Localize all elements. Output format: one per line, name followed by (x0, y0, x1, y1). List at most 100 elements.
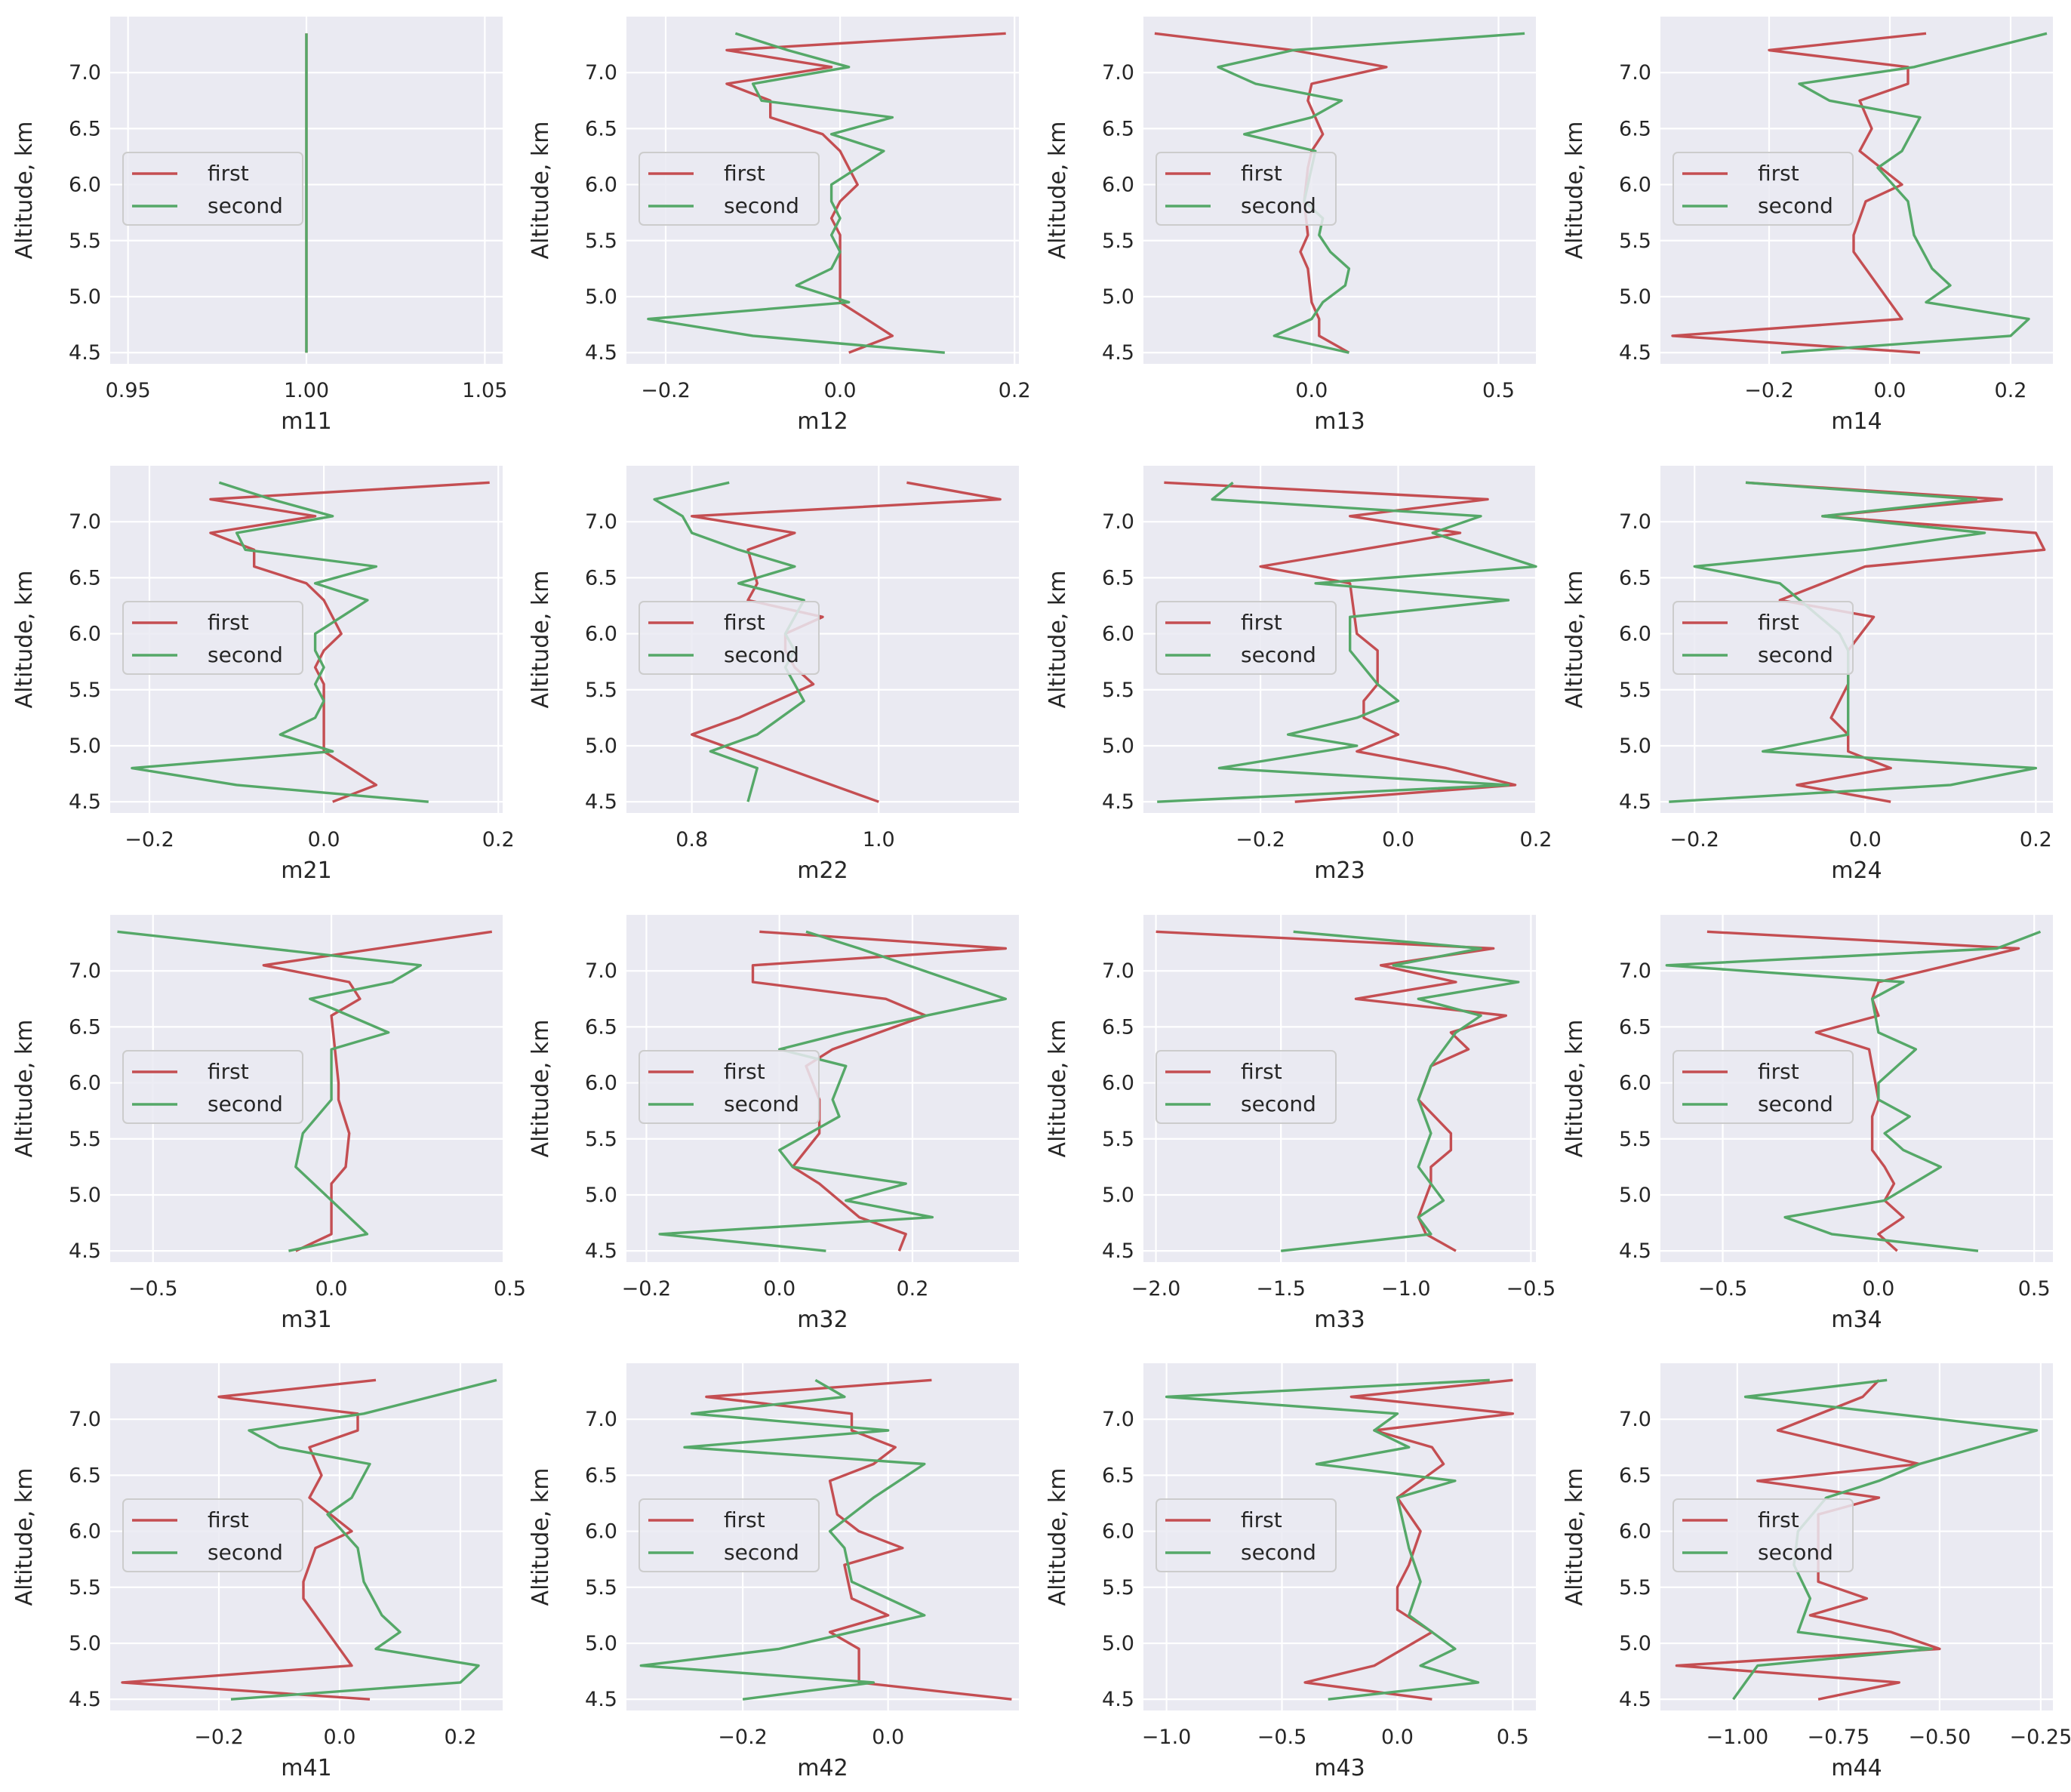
x-axis-label: m24 (1831, 858, 1882, 884)
y-tick-label: 7.0 (1102, 959, 1134, 983)
subplot-m33: −2.0 −1.5 −1.0 −0.5 4.5 5.0 5.5 6.0 6.5 7.0 m33 Alt… (1045, 915, 1556, 1333)
x-axis-label: m14 (1831, 408, 1882, 435)
x-tick-label: 0.0 (324, 1726, 356, 1749)
legend-label-first: first (208, 161, 249, 186)
y-tick-label: 4.5 (1102, 790, 1134, 814)
y-axis-label: Altitude, km (1045, 1468, 1071, 1606)
x-tick-label: −0.2 (1236, 828, 1285, 851)
y-tick-label: 6.0 (1619, 1520, 1651, 1544)
y-tick-label: 6.0 (585, 1072, 617, 1095)
legend-label-first: first (724, 1507, 765, 1532)
subplot-m21: −0.2 0.0 0.2 4.5 5.0 5.5 6.0 6.5 7.0 m21 Altitude,… (11, 466, 515, 884)
y-tick-label: 6.5 (585, 1464, 617, 1487)
y-axis-label: Altitude, km (11, 1468, 38, 1606)
x-tick-label: 0.2 (897, 1277, 929, 1301)
y-tick-label: 5.0 (1619, 285, 1651, 309)
x-tick-label: 0.2 (482, 828, 515, 851)
legend-label-second: second (1758, 642, 1833, 667)
legend-label-second: second (724, 193, 799, 218)
x-tick-label: −0.50 (1909, 1726, 1971, 1749)
series-line-first (209, 481, 490, 803)
x-tick-label: 0.2 (2020, 828, 2052, 851)
y-tick-label: 6.5 (1619, 1015, 1651, 1039)
x-tick-label: 0.0 (763, 1277, 795, 1301)
series-line-first (1671, 32, 1927, 354)
legend-label-first: first (724, 161, 765, 186)
x-axis-label: m41 (281, 1755, 331, 1781)
y-tick-label: 6.0 (69, 174, 101, 197)
y-axis-label: Altitude, km (1562, 122, 1588, 260)
x-tick-label: 0.2 (999, 379, 1031, 402)
x-tick-label: 0.0 (308, 828, 340, 851)
x-axis-label: m31 (281, 1307, 331, 1333)
y-tick-label: 5.0 (1102, 1184, 1134, 1207)
x-axis-label: m33 (1314, 1307, 1365, 1333)
y-tick-label: 6.5 (585, 117, 617, 140)
y-tick-label: 5.0 (1619, 1184, 1651, 1207)
series-line-second (117, 930, 422, 1252)
x-tick-label: 0.5 (1497, 1726, 1529, 1749)
x-axis-label: m22 (797, 858, 848, 884)
y-tick-label: 5.0 (69, 285, 101, 309)
y-tick-label: 6.0 (1619, 174, 1651, 197)
y-tick-label: 5.5 (1619, 1128, 1651, 1151)
y-axis-label: Altitude, km (1562, 1020, 1588, 1158)
y-tick-label: 4.5 (1102, 1688, 1134, 1711)
y-tick-label: 7.0 (69, 510, 101, 534)
x-axis-label: m42 (797, 1755, 848, 1781)
y-tick-label: 6.5 (1102, 566, 1134, 590)
y-tick-label: 6.0 (585, 1520, 617, 1544)
y-tick-label: 5.5 (585, 679, 617, 702)
subplot-m23: −0.2 0.0 0.2 4.5 5.0 5.5 6.0 6.5 7.0 m23 Altitude,… (1045, 466, 1552, 884)
y-tick-label: 7.0 (69, 61, 101, 85)
y-tick-label: 5.5 (69, 229, 101, 253)
x-axis-label: m43 (1314, 1755, 1365, 1781)
x-tick-label: −0.2 (622, 1277, 672, 1301)
x-tick-label: −0.2 (1744, 379, 1794, 402)
y-axis-label: Altitude, km (528, 1020, 554, 1158)
legend-label-first: first (208, 1507, 249, 1532)
series-line-second (658, 930, 1008, 1252)
series-line-second (1281, 930, 1520, 1252)
x-axis-label: m11 (281, 408, 331, 435)
x-tick-label: 0.2 (1995, 379, 2027, 402)
x-tick-label: −0.25 (2010, 1726, 2071, 1749)
y-tick-label: 4.5 (585, 790, 617, 814)
x-tick-label: 0.95 (106, 379, 151, 402)
y-tick-label: 5.5 (585, 1576, 617, 1600)
y-tick-label: 5.5 (1102, 1576, 1134, 1600)
y-axis-label: Altitude, km (11, 1020, 38, 1158)
y-tick-label: 4.5 (585, 341, 617, 365)
series-line-first (705, 1378, 1012, 1701)
x-tick-label: −0.2 (641, 379, 691, 402)
y-axis-label: Altitude, km (1045, 571, 1071, 709)
y-tick-label: 5.5 (1619, 1576, 1651, 1600)
x-tick-label: −0.2 (194, 1726, 244, 1749)
y-tick-label: 5.5 (585, 229, 617, 253)
x-tick-label: −1.0 (1381, 1277, 1431, 1301)
y-tick-label: 5.5 (69, 1576, 101, 1600)
y-tick-label: 5.5 (69, 679, 101, 702)
x-tick-label: −0.2 (125, 828, 174, 851)
x-tick-label: 0.0 (1862, 1277, 1894, 1301)
series-line-first (1164, 481, 1517, 803)
x-tick-label: 0.0 (1849, 828, 1882, 851)
y-tick-label: 6.0 (585, 174, 617, 197)
y-tick-label: 6.5 (1102, 117, 1134, 140)
x-axis-label: m21 (281, 858, 331, 884)
legend-label-second: second (208, 642, 283, 667)
y-tick-label: 5.0 (1102, 1632, 1134, 1655)
x-tick-label: 0.0 (1381, 1726, 1414, 1749)
y-tick-label: 7.0 (585, 959, 617, 983)
x-tick-label: 0.0 (824, 379, 857, 402)
y-tick-label: 7.0 (1102, 1408, 1134, 1431)
y-tick-label: 5.0 (585, 1632, 617, 1655)
y-tick-label: 4.5 (1619, 341, 1651, 365)
x-tick-label: −0.5 (128, 1277, 178, 1301)
x-tick-label: −0.5 (1506, 1277, 1556, 1301)
y-axis-label: Altitude, km (1562, 1468, 1588, 1606)
y-tick-label: 6.0 (1102, 1072, 1134, 1095)
subplot-m44: −1.00 −0.75 −0.50 −0.25 4.5 5.0 5.5 6.0 6.5 7.0 m4… (1562, 1363, 2071, 1781)
y-tick-label: 4.5 (69, 1239, 101, 1263)
legend-label-first: first (1758, 1507, 1799, 1532)
